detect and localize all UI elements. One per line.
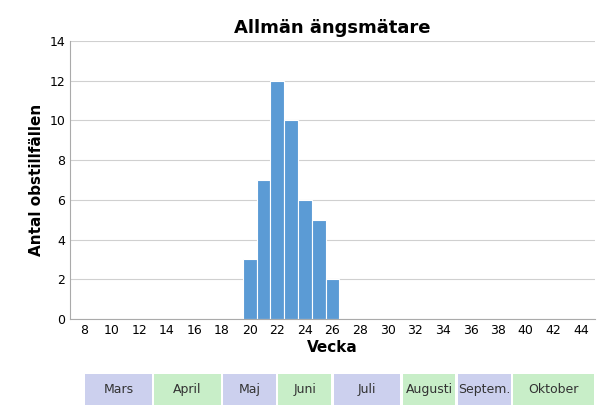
Text: Oktober: Oktober: [528, 383, 578, 396]
Bar: [257, 180, 270, 319]
Bar: [284, 120, 298, 319]
Bar: [326, 279, 339, 319]
Text: Maj: Maj: [239, 383, 260, 396]
Text: Septem.: Septem.: [458, 383, 511, 396]
Text: Juli: Juli: [357, 383, 376, 396]
Title: Allmän ängsmätare: Allmän ängsmätare: [234, 18, 431, 36]
Bar: [243, 259, 257, 319]
Text: Augusti: Augusti: [406, 383, 453, 396]
Text: Juni: Juni: [293, 383, 316, 396]
Bar: [312, 220, 326, 319]
Y-axis label: Antal obstillfällen: Antal obstillfällen: [29, 104, 44, 256]
Bar: [298, 200, 312, 319]
Bar: [270, 81, 284, 319]
Text: Mars: Mars: [104, 383, 134, 396]
X-axis label: Vecka: Vecka: [307, 339, 358, 355]
Text: April: April: [173, 383, 202, 396]
